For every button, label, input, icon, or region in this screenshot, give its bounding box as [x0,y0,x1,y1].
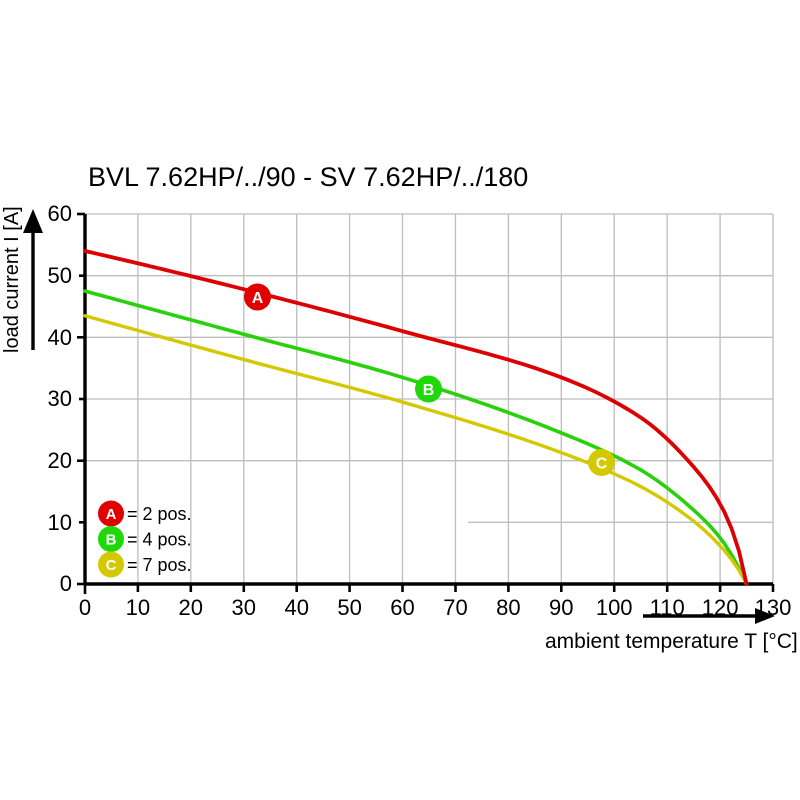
svg-text:C: C [596,456,608,473]
svg-text:100: 100 [596,595,633,620]
svg-text:10: 10 [48,510,72,535]
svg-text:B: B [423,382,435,399]
svg-text:20: 20 [48,448,72,473]
svg-text:50: 50 [337,595,361,620]
svg-text:load current I [A]: load current I [A] [1,206,23,353]
svg-text:60: 60 [390,595,414,620]
svg-text:ambient temperature T [°C]: ambient temperature T [°C] [545,630,798,653]
svg-text:= 2 pos.: = 2 pos. [127,504,192,524]
svg-text:B: B [106,532,117,549]
svg-text:A: A [252,290,264,307]
svg-text:BVL 7.62HP/../90 - SV 7.62HP/.: BVL 7.62HP/../90 - SV 7.62HP/../180 [88,162,528,192]
svg-text:C: C [106,557,117,574]
svg-text:40: 40 [284,595,308,620]
svg-text:20: 20 [179,595,203,620]
svg-text:90: 90 [549,595,573,620]
svg-text:A: A [106,506,117,523]
svg-text:130: 130 [755,595,792,620]
svg-text:110: 110 [650,595,685,620]
svg-text:50: 50 [48,263,72,288]
svg-text:30: 30 [48,386,72,411]
svg-text:40: 40 [48,325,72,350]
svg-text:0: 0 [60,571,72,596]
svg-text:= 4 pos.: = 4 pos. [127,530,192,550]
svg-text:0: 0 [79,595,91,620]
svg-text:80: 80 [496,595,520,620]
svg-text:70: 70 [443,595,467,620]
svg-text:60: 60 [48,201,72,226]
svg-text:= 7 pos.: = 7 pos. [127,555,192,575]
svg-text:30: 30 [232,595,256,620]
svg-text:120: 120 [702,595,739,620]
svg-text:10: 10 [126,595,150,620]
